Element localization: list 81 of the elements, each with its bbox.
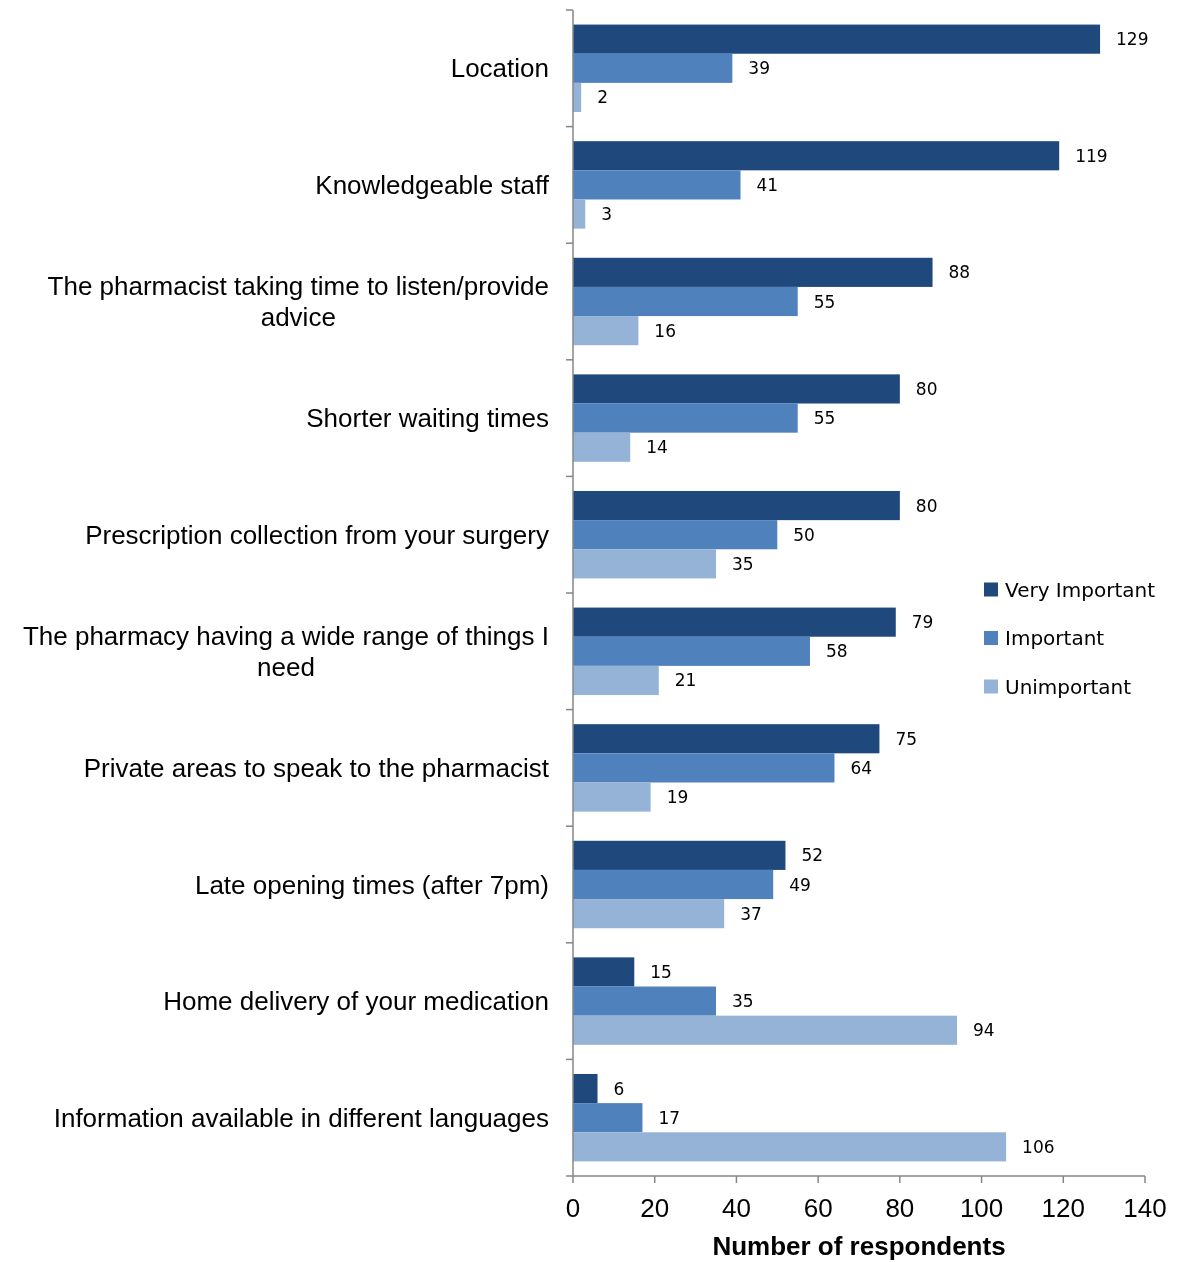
bar — [573, 665, 659, 696]
bar — [573, 403, 798, 433]
bar — [573, 24, 1101, 54]
bar — [573, 520, 778, 550]
data-label: 80 — [915, 495, 938, 516]
data-label: 75 — [895, 728, 918, 749]
bar — [573, 286, 798, 317]
data-label: 58 — [825, 641, 848, 662]
bar — [573, 724, 880, 754]
bar — [573, 869, 774, 900]
data-label: 49 — [789, 874, 811, 895]
x-tick-label: 80 — [885, 1193, 915, 1223]
legend-label: Unimportant — [1005, 674, 1132, 699]
legend-label: Important — [1005, 626, 1105, 650]
bar — [573, 549, 716, 579]
data-label: 16 — [654, 320, 677, 341]
data-label: 3 — [601, 204, 613, 225]
data-label: 64 — [850, 757, 873, 778]
data-label: 94 — [973, 1020, 995, 1041]
x-tick-label: 60 — [803, 1193, 833, 1223]
bar — [573, 1015, 958, 1045]
y-tick-label: Knowledgeable staff — [315, 169, 550, 200]
bar — [573, 1132, 1007, 1162]
data-label: 19 — [666, 787, 689, 808]
x-tick-label: 120 — [1041, 1193, 1085, 1223]
data-label: 88 — [948, 262, 971, 283]
y-tick-label: Private areas to speak to the pharmacist — [83, 752, 550, 783]
y-tick-label: The pharmacy having a wide range of things I need — [22, 620, 550, 682]
y-tick-label: Shorter waiting times — [306, 403, 549, 434]
data-label: 55 — [813, 291, 836, 312]
data-label: 14 — [646, 437, 668, 458]
data-label: 55 — [813, 408, 836, 429]
bar — [573, 374, 900, 404]
legend-label: Very Important — [1005, 577, 1156, 602]
bar — [573, 986, 716, 1016]
data-label: 35 — [732, 991, 754, 1012]
data-label: 80 — [915, 378, 938, 399]
x-tick-label: 100 — [959, 1193, 1004, 1223]
data-label: 79 — [911, 612, 934, 633]
x-tick-label: 140 — [1123, 1193, 1167, 1223]
data-label: 15 — [650, 961, 672, 982]
x-tick-label: 20 — [640, 1193, 670, 1223]
data-label: 129 — [1116, 29, 1149, 50]
y-tick-label: Location — [450, 53, 549, 84]
bar — [573, 1073, 598, 1104]
data-label: 41 — [756, 174, 779, 195]
y-tick-label: Home delivery of your medication — [163, 986, 549, 1017]
bar — [573, 753, 835, 783]
bar — [573, 607, 896, 637]
y-tick-label: Prescription collection from your surgery — [85, 519, 549, 550]
data-label: 119 — [1075, 145, 1108, 166]
data-label: 37 — [740, 903, 762, 924]
bar — [573, 957, 635, 987]
x-tick-label: 0 — [565, 1193, 581, 1223]
x-tick-label: 40 — [721, 1193, 751, 1223]
data-label: 6 — [613, 1078, 625, 1099]
y-tick-label: Information available in different languages — [53, 1102, 549, 1133]
bar — [573, 432, 631, 462]
y-tick-label: The pharmacist taking time to listen/provide advice — [47, 271, 549, 332]
data-label: 106 — [1022, 1136, 1055, 1157]
data-label: 39 — [748, 58, 770, 79]
bar — [573, 1103, 643, 1133]
bar — [573, 636, 810, 666]
data-label: 50 — [793, 524, 815, 545]
bar — [573, 840, 786, 870]
bar — [573, 170, 741, 200]
data-label: 52 — [801, 845, 824, 866]
data-label: 17 — [658, 1107, 681, 1128]
bar — [573, 257, 933, 287]
data-label: 21 — [674, 670, 697, 691]
bar — [573, 199, 586, 229]
y-tick-label: Late opening times (after 7pm) — [194, 869, 549, 900]
bar — [573, 316, 639, 346]
bar — [573, 53, 733, 83]
bar — [573, 782, 651, 812]
x-axis-title: Number of respondents — [712, 1231, 1006, 1261]
data-label: 35 — [732, 553, 754, 574]
bar — [573, 899, 725, 929]
bar — [573, 141, 1060, 171]
data-label: 2 — [597, 87, 608, 108]
bar — [573, 490, 900, 521]
